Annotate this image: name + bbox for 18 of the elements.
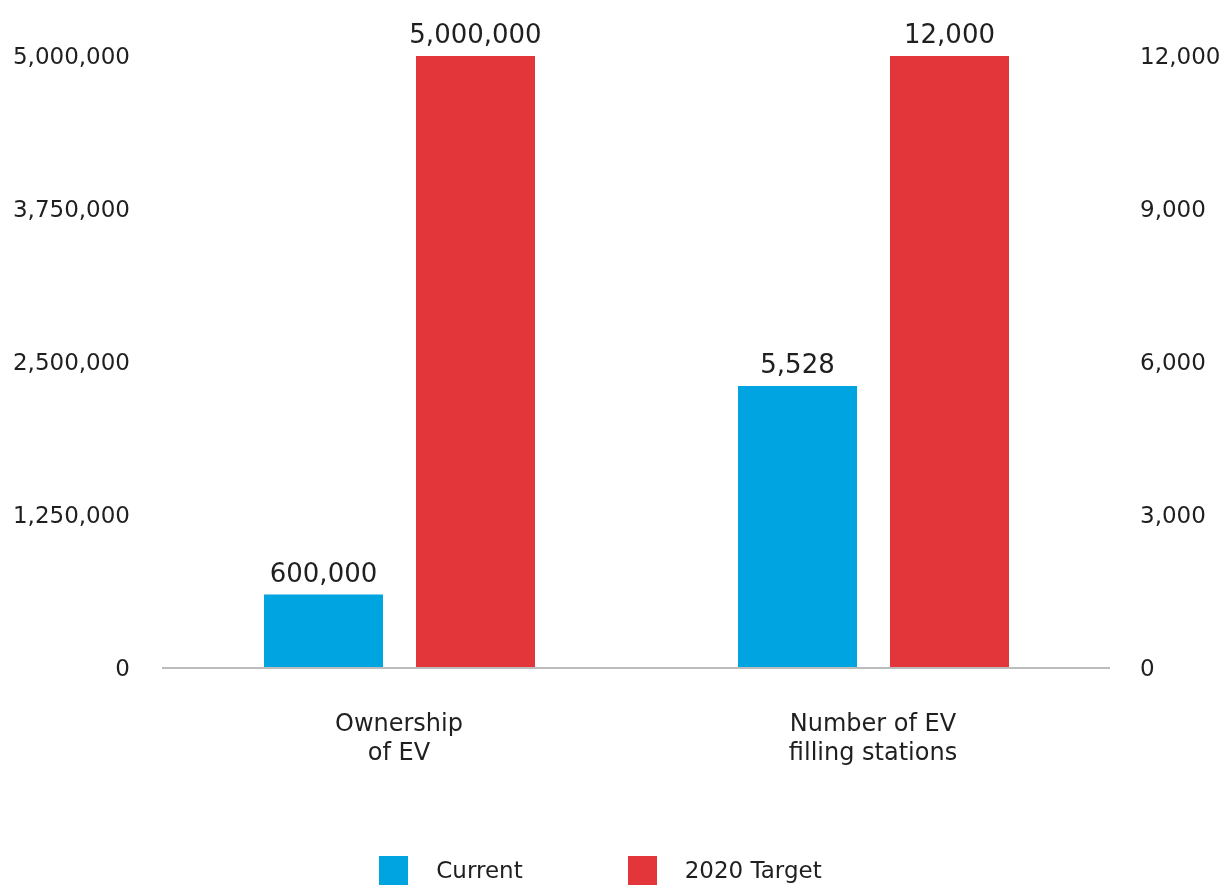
y-tick-label: 0	[115, 655, 130, 682]
y2-tick-label: 6,000	[1140, 349, 1206, 376]
data-label: 12,000	[904, 19, 995, 49]
y-tick-label: 1,250,000	[12, 502, 130, 529]
legend-label: Current	[436, 856, 523, 885]
y2-tick-label: 9,000	[1140, 196, 1206, 223]
y2-tick-label: 0	[1140, 655, 1155, 682]
y2-tick-label: 12,000	[1140, 43, 1221, 70]
data-label: 600,000	[269, 557, 378, 588]
y-tick-label: 5,000,000	[12, 43, 130, 70]
legend-label: 2020 Target	[684, 856, 822, 885]
data-label: 5,000,000	[409, 19, 542, 49]
y2-tick-label: 3,000	[1140, 502, 1206, 529]
x-tick-label: Ownership of EV	[335, 709, 463, 766]
x-tick-label: Number of EV filling stations	[788, 709, 958, 766]
y-tick-label: 3,750,000	[12, 196, 130, 223]
y-tick-label: 2,500,000	[12, 349, 130, 376]
data-label: 5,528	[760, 349, 835, 380]
